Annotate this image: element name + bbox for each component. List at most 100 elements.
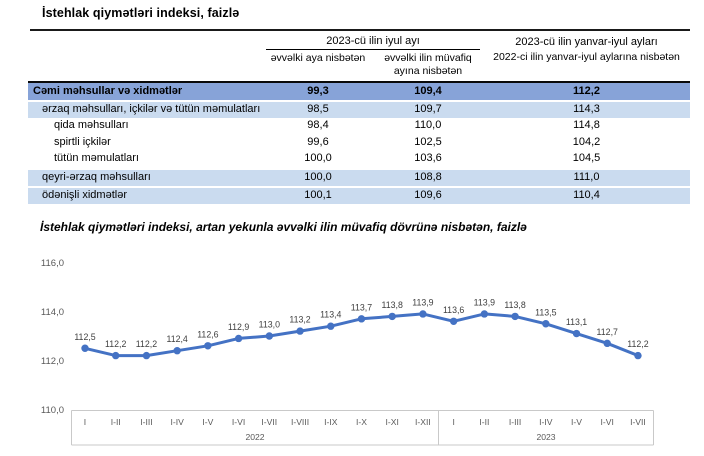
x-tick-label: I-VII [261, 417, 277, 427]
row-value: 108,8 [414, 170, 442, 183]
row-value: 109,4 [414, 84, 442, 97]
row-label: ərzaq məhsulları, içkilər və tütün məmul… [42, 103, 261, 115]
data-point-marker [265, 332, 274, 340]
row-value: 110,0 [414, 119, 442, 132]
x-tick-label: I-VI [232, 417, 245, 427]
data-point-label: 112,9 [228, 322, 249, 332]
row-value: 114,3 [573, 103, 600, 115]
data-point-marker [173, 347, 181, 355]
data-point-label: 113,6 [443, 305, 464, 315]
table-header: 2023-cü ilin iyul ayı əvvəlki aya nisbət… [28, 32, 690, 78]
row-label: tütün məmulatları [54, 152, 139, 165]
row-value: 104,2 [572, 135, 601, 148]
y-tick-label: 114,0 [41, 307, 64, 318]
table-row: spirtli içkilər 99,6 102,5 104,2 [28, 134, 690, 152]
table-row: tütün məmulatları 100,0 103,6 104,5 [28, 151, 690, 168]
data-point-marker [480, 310, 489, 318]
header-group-july-title: 2023-cü ilin iyul ayı [266, 32, 480, 50]
data-point-marker [419, 310, 427, 318]
data-point-label: 113,1 [566, 317, 587, 327]
data-point-label: 112,2 [136, 339, 157, 349]
row-value: 114,8 [573, 119, 600, 132]
header-subcol-prev-year-month: əvvəlki ilin müvafiq ayına nisbətən [384, 52, 472, 77]
row-value: 112,2 [573, 84, 600, 97]
row-value: 111,0 [573, 170, 600, 183]
row-value: 100,1 [304, 189, 332, 202]
data-point-label: 113,9 [474, 297, 495, 307]
y-tick-label: 116,0 [41, 258, 64, 269]
row-value: 109,6 [414, 189, 442, 202]
x-tick-label: I-IV [170, 417, 184, 427]
row-value: 110,4 [573, 189, 600, 202]
ipc-table: 2023-cü ilin iyul ayı əvvəlki aya nisbət… [28, 32, 690, 205]
row-value: 104,5 [572, 152, 601, 165]
data-point-marker [327, 322, 335, 330]
row-label: qida məhsulları [54, 119, 129, 132]
title-underline [30, 29, 690, 31]
chart-title: İstehlak qiymətləri indeksi, artan yekun… [40, 220, 527, 234]
row-value: 99,6 [307, 135, 329, 148]
data-point-label: 112,4 [166, 334, 187, 344]
year-label-2022: 2022 [245, 432, 264, 442]
data-point-label: 113,0 [259, 320, 280, 330]
data-point-marker [449, 317, 458, 325]
table-row: ərzaq məhsulları, içkilər və tütün məmul… [28, 100, 690, 119]
x-tick-label: I [84, 417, 86, 427]
data-point-label: 113,9 [412, 297, 433, 307]
data-point-label: 112,7 [597, 327, 618, 337]
data-point-marker [296, 327, 304, 335]
x-tick-label: I-VI [601, 417, 614, 427]
data-point-marker [204, 342, 212, 350]
header-subcol-prev-month: əvvəlki aya nisbətən [270, 52, 366, 64]
data-point-label: 112,5 [74, 332, 95, 342]
data-point-marker [357, 315, 366, 323]
x-tick-label: I-II [479, 417, 489, 427]
data-point-marker [388, 312, 396, 321]
row-label: qeyri-ərzaq məhsulları [42, 170, 151, 183]
row-value: 103,6 [414, 152, 442, 165]
x-tick-label: I-XII [415, 417, 431, 427]
data-point-marker [542, 320, 550, 328]
row-value: 102,5 [414, 135, 442, 148]
row-label: Cəmi məhsullar və xidmətlər [33, 84, 183, 97]
data-point-label: 112,2 [627, 339, 648, 349]
row-value: 98,4 [307, 119, 329, 132]
table-row: Cəmi məhsullar və xidmətlər 99,3 109,4 112,… [28, 80, 690, 100]
header-jan-july-line2: 2022-ci ilin yanvar-iyul aylarına nisbət… [493, 50, 680, 63]
x-tick-label: I-V [571, 417, 582, 427]
data-point-label: 113,5 [535, 307, 556, 317]
x-tick-label: I-VIII [291, 417, 309, 427]
y-tick-label: 110,0 [41, 405, 64, 416]
x-tick-label: I-III [140, 417, 152, 427]
table-row: qida məhsulları 98,4 110,0 114,8 [28, 118, 690, 135]
data-point-marker [81, 344, 89, 352]
header-group-jan-july: 2023-cü ilin yanvar-iyul ayları 2022-ci … [483, 32, 690, 78]
x-tick-label: I-XI [386, 417, 399, 427]
header-subcolumns: əvvəlki aya nisbətən əvvəlki ilin müvafi… [263, 50, 483, 78]
x-tick-label: I-IX [324, 417, 338, 427]
x-tick-label: I-III [509, 417, 521, 427]
y-tick-label: 112,0 [41, 356, 64, 367]
row-value: 100,0 [304, 152, 332, 165]
data-point-label: 113,8 [504, 300, 525, 310]
data-point-marker [511, 312, 519, 321]
row-label: spirtli içkilər [54, 135, 111, 148]
row-value: 100,0 [304, 170, 332, 183]
row-label: ödənişli xidmətlər [42, 189, 127, 202]
data-point-label: 112,6 [197, 329, 218, 339]
header-group-july: 2023-cü ilin iyul ayı əvvəlki aya nisbət… [263, 32, 483, 78]
data-point-label: 112,2 [105, 339, 126, 349]
ipc-line-chart: 116,0 114,0 112,0 110,0 I I-II I-III I-IV I-V I-V… [41, 258, 654, 446]
year-label-2023: 2023 [536, 432, 555, 442]
row-value: 99,3 [307, 84, 329, 97]
row-value: 109,7 [414, 103, 442, 115]
x-tick-label: I-X [356, 417, 367, 427]
data-point-marker [142, 351, 151, 360]
data-point-label: 113,7 [351, 302, 372, 312]
data-point-marker [112, 351, 120, 360]
data-point-marker [634, 351, 642, 360]
x-tick-label: I-VII [630, 417, 646, 427]
data-point-marker [603, 339, 611, 348]
table-body: Cəmi məhsullar və xidmətlər 99,3 109,4 112,… [28, 80, 690, 205]
